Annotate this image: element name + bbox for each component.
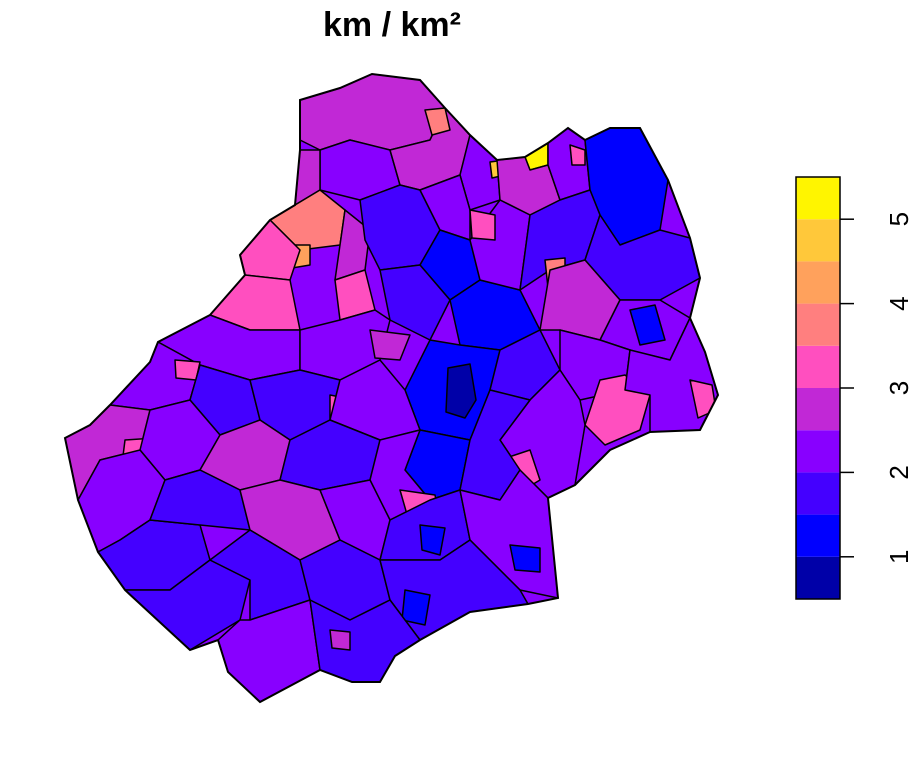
commune bbox=[369, 329, 411, 361]
map-region bbox=[63, 72, 720, 704]
communes bbox=[65, 74, 718, 702]
commune bbox=[379, 264, 451, 341]
color-legend: 1 2 3 4 5 bbox=[795, 176, 914, 600]
legend-bin bbox=[796, 219, 840, 262]
commune bbox=[445, 363, 477, 419]
legend-bin bbox=[796, 514, 840, 557]
legend-bin bbox=[796, 261, 840, 304]
commune bbox=[401, 589, 431, 626]
legend-bin bbox=[796, 556, 840, 599]
commune bbox=[329, 629, 351, 651]
commune bbox=[419, 174, 471, 241]
legend-bin bbox=[796, 303, 840, 346]
commune bbox=[629, 304, 666, 346]
legend-bin bbox=[796, 388, 840, 431]
commune bbox=[469, 209, 496, 241]
map-title: km / km² bbox=[323, 6, 461, 44]
commune bbox=[569, 144, 586, 166]
legend-tick-label: 3 bbox=[884, 381, 914, 395]
legend-tick-label: 4 bbox=[884, 296, 914, 310]
commune bbox=[419, 524, 446, 556]
legend-bin bbox=[796, 177, 840, 220]
region-outline bbox=[63, 72, 720, 704]
commune bbox=[334, 209, 371, 281]
commune bbox=[299, 74, 446, 151]
legend-tick-label: 5 bbox=[884, 212, 914, 226]
legend-tick-label: 1 bbox=[884, 550, 914, 564]
legend-tick-label: 2 bbox=[884, 465, 914, 479]
legend-bin bbox=[796, 430, 840, 473]
commune bbox=[509, 544, 541, 573]
commune bbox=[424, 107, 451, 136]
legend-bin bbox=[796, 472, 840, 515]
legend-bin bbox=[796, 345, 840, 388]
